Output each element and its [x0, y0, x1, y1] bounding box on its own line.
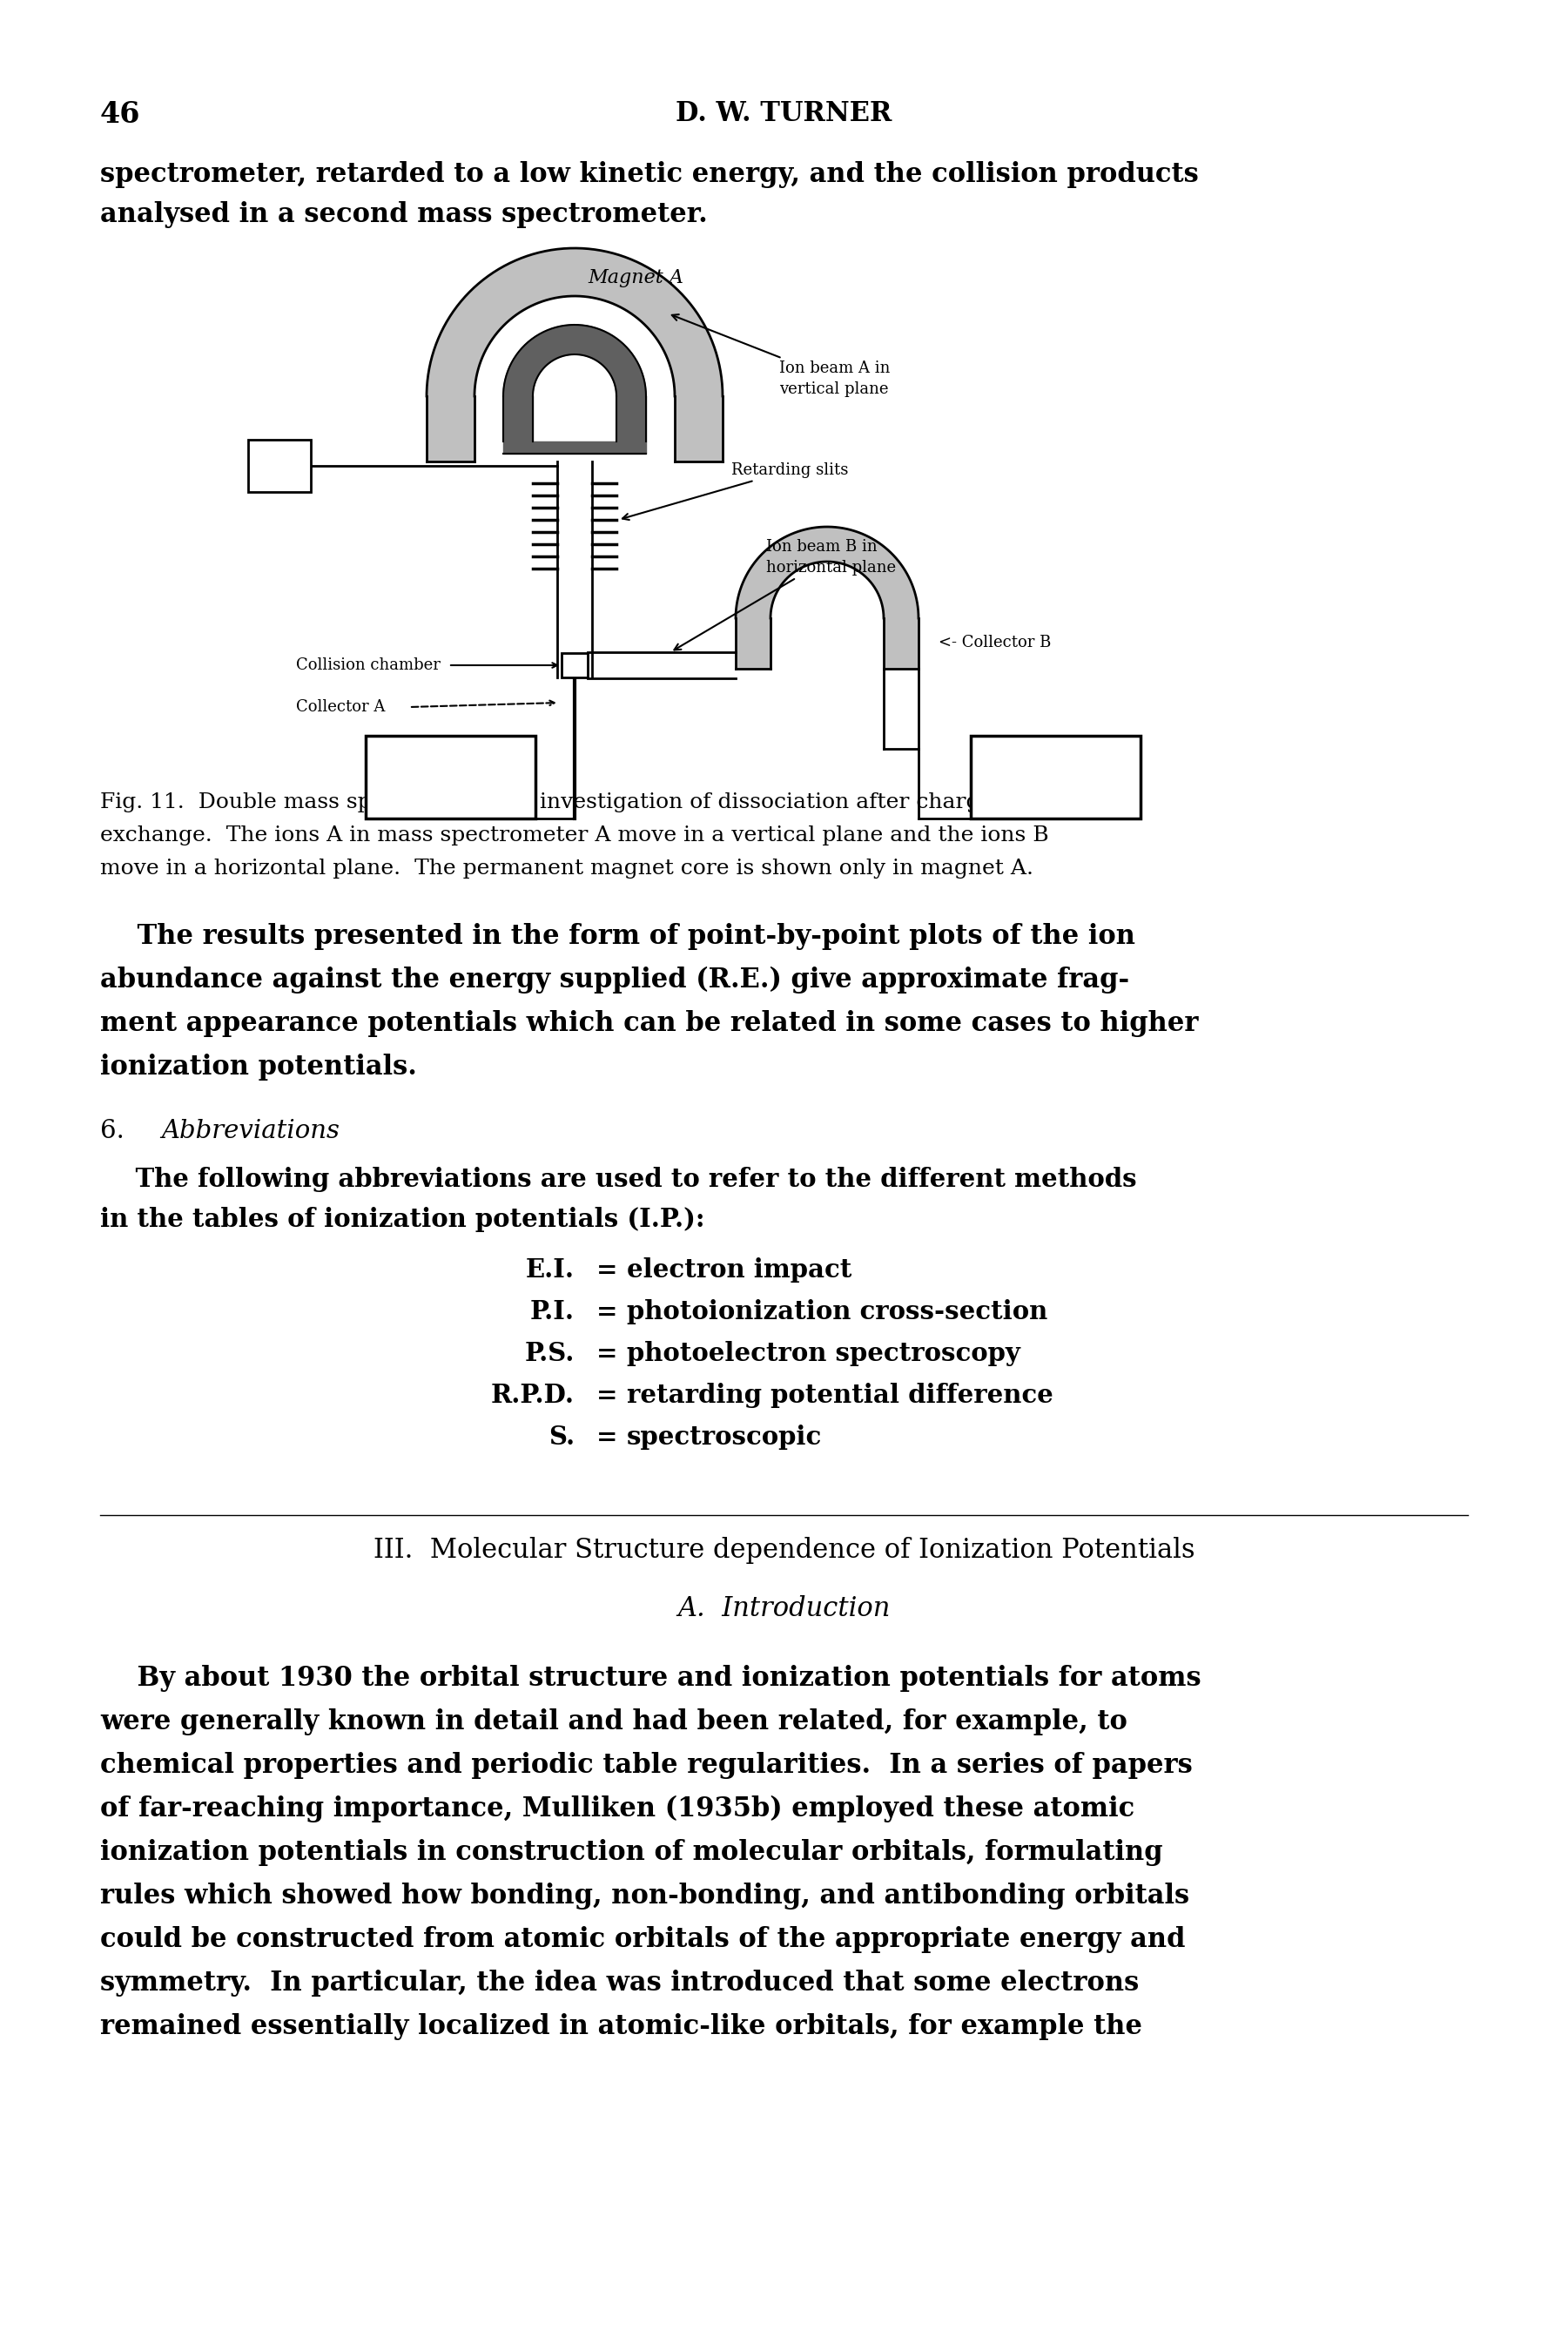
Text: could be constructed from atomic orbitals of the appropriate energy and: could be constructed from atomic orbital… — [100, 1925, 1185, 1954]
Bar — [971, 736, 1140, 818]
Text: S.: S. — [549, 1425, 574, 1451]
Text: <- Collector B: <- Collector B — [939, 635, 1051, 651]
Text: Abbreviations: Abbreviations — [162, 1119, 340, 1143]
Text: photoionization cross-section: photoionization cross-section — [627, 1300, 1047, 1324]
Text: move in a horizontal plane.  The permanent magnet core is shown only in magnet A: move in a horizontal plane. The permanen… — [100, 858, 1033, 879]
Polygon shape — [616, 397, 646, 442]
Text: P.I.: P.I. — [530, 1300, 574, 1324]
Polygon shape — [735, 618, 770, 668]
Text: Electrometer: Electrometer — [994, 778, 1116, 797]
Text: The results presented in the form of point-by-point plots of the ion: The results presented in the form of poi… — [100, 924, 1135, 950]
Polygon shape — [426, 397, 475, 461]
Text: electron impact: electron impact — [627, 1258, 851, 1284]
Text: Collision chamber: Collision chamber — [296, 658, 441, 672]
Text: P.S.: P.S. — [525, 1340, 574, 1366]
Text: ment appearance potentials which can be related in some cases to higher: ment appearance potentials which can be … — [100, 1011, 1198, 1037]
Text: spectroscopic: spectroscopic — [627, 1425, 822, 1451]
Text: Magnet A: Magnet A — [588, 268, 684, 287]
Polygon shape — [426, 249, 723, 397]
Text: chemical properties and periodic table regularities.  In a series of papers: chemical properties and periodic table r… — [100, 1751, 1193, 1780]
Text: 6.: 6. — [100, 1119, 141, 1143]
Text: were generally known in detail and had been related, for example, to: were generally known in detail and had b… — [100, 1709, 1127, 1735]
Text: Ion beam A in
vertical plane: Ion beam A in vertical plane — [673, 315, 891, 397]
Text: spectrometer, retarded to a low kinetic energy, and the collision products: spectrometer, retarded to a low kinetic … — [100, 162, 1198, 188]
Text: ionization potentials in construction of molecular orbitals, formulating: ionization potentials in construction of… — [100, 1838, 1163, 1867]
Text: D. W. TURNER: D. W. TURNER — [676, 101, 892, 127]
Bar — [365, 736, 535, 818]
Text: ionization potentials.: ionization potentials. — [100, 1053, 417, 1081]
Text: of far-reaching importance, Mulliken (1935b) employed these atomic: of far-reaching importance, Mulliken (19… — [100, 1796, 1135, 1822]
Polygon shape — [503, 397, 533, 442]
Text: Collector A: Collector A — [296, 698, 386, 715]
Polygon shape — [884, 618, 919, 668]
Text: Ion: Ion — [267, 465, 292, 480]
Text: source: source — [252, 449, 306, 465]
Text: 46: 46 — [100, 101, 141, 129]
Text: analysed in a second mass spectrometer.: analysed in a second mass spectrometer. — [100, 202, 707, 228]
Text: III.  Molecular Structure dependence of Ionization Potentials: III. Molecular Structure dependence of I… — [373, 1538, 1195, 1563]
Polygon shape — [503, 442, 646, 454]
Bar — [248, 440, 310, 491]
Text: By about 1930 the orbital structure and ionization potentials for atoms: By about 1930 the orbital structure and … — [100, 1665, 1201, 1693]
Text: in the tables of ionization potentials (I.P.):: in the tables of ionization potentials (… — [100, 1206, 706, 1232]
Text: Fig. 11.  Double mass spectrometer for investigation of dissociation after charg: Fig. 11. Double mass spectrometer for in… — [100, 792, 993, 813]
Polygon shape — [674, 397, 723, 461]
Text: =: = — [596, 1300, 618, 1324]
Text: A: A — [444, 757, 458, 773]
Text: symmetry.  In particular, the idea was introduced that some electrons: symmetry. In particular, the idea was in… — [100, 1970, 1138, 1996]
Text: E.I.: E.I. — [525, 1258, 574, 1284]
Text: =: = — [596, 1340, 618, 1366]
Text: remained essentially localized in atomic-like orbitals, for example the: remained essentially localized in atomic… — [100, 2012, 1142, 2041]
Text: Retarding slits: Retarding slits — [622, 463, 848, 520]
Bar — [561, 654, 588, 677]
Text: The following abbreviations are used to refer to the different methods: The following abbreviations are used to … — [100, 1166, 1137, 1192]
Text: B: B — [1049, 757, 1063, 773]
Text: R.P.D.: R.P.D. — [491, 1382, 574, 1408]
Text: retarding potential difference: retarding potential difference — [627, 1382, 1054, 1408]
Polygon shape — [503, 324, 646, 397]
Polygon shape — [735, 527, 919, 618]
Text: =: = — [596, 1258, 618, 1284]
Text: =: = — [596, 1425, 618, 1451]
Text: =: = — [596, 1382, 618, 1408]
Text: Electrometer: Electrometer — [389, 778, 511, 797]
Text: rules which showed how bonding, non-bonding, and antibonding orbitals: rules which showed how bonding, non-bond… — [100, 1883, 1190, 1909]
Text: A.  Introduction: A. Introduction — [677, 1596, 891, 1622]
Text: photoelectron spectroscopy: photoelectron spectroscopy — [627, 1340, 1021, 1366]
Text: abundance against the energy supplied (R.E.) give approximate frag-: abundance against the energy supplied (R… — [100, 966, 1129, 994]
Text: Ion beam B in
horizontal plane: Ion beam B in horizontal plane — [674, 538, 895, 649]
Text: exchange.  The ions A in mass spectrometer A move in a vertical plane and the io: exchange. The ions A in mass spectromete… — [100, 825, 1049, 846]
